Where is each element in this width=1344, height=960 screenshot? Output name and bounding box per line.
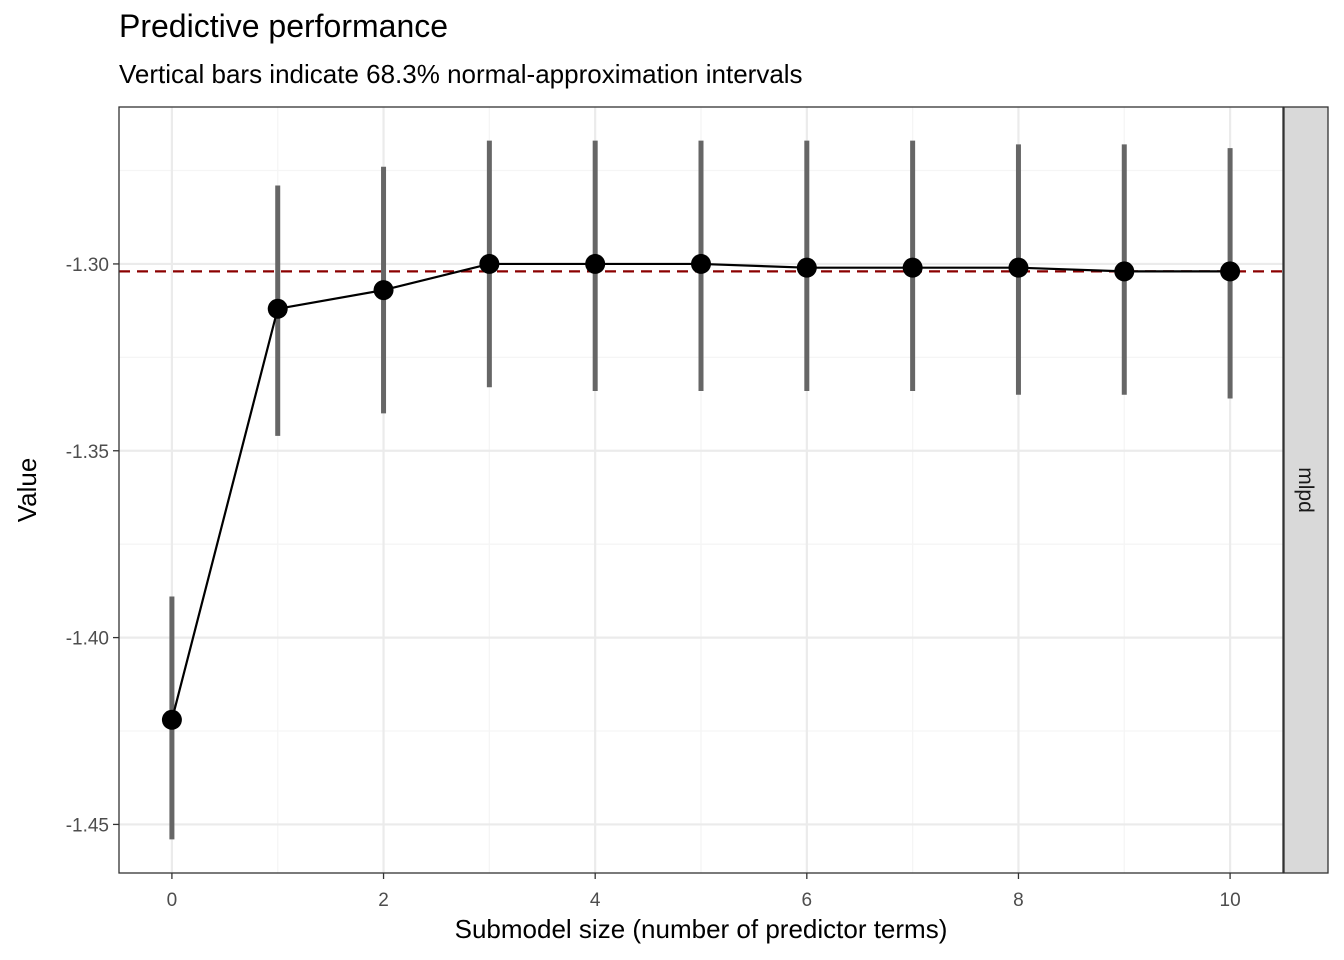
x-axis-ticks: 0 2 4 6 8 10 xyxy=(167,873,1241,911)
data-point xyxy=(1008,257,1029,278)
plot-panel-border xyxy=(118,106,1284,874)
data-points xyxy=(161,253,1241,730)
facet-strip xyxy=(1283,106,1329,874)
chart-subtitle: Vertical bars indicate 68.3% normal-appr… xyxy=(119,59,803,89)
x-tick-label: 0 xyxy=(167,890,178,911)
data-point xyxy=(902,257,923,278)
data-point xyxy=(1220,261,1241,282)
data-point xyxy=(373,280,394,301)
x-tick-label: 6 xyxy=(802,890,813,911)
data-point xyxy=(691,253,711,274)
x-tick-label: 2 xyxy=(378,890,389,911)
y-tick-label: -1.40 xyxy=(66,629,109,650)
data-point xyxy=(585,253,606,274)
chart-title: Predictive performance xyxy=(119,8,449,44)
y-axis-ticks: -1.30 -1.35 -1.40 -1.45 xyxy=(66,255,119,836)
y-tick-label: -1.30 xyxy=(66,255,109,276)
y-tick-label: -1.45 xyxy=(66,815,109,836)
facet-strip-label: mlpd xyxy=(1294,467,1317,513)
data-point xyxy=(479,253,500,274)
data-point xyxy=(161,709,182,730)
x-axis-title: Submodel size (number of predictor terms… xyxy=(455,914,948,944)
data-point xyxy=(1114,261,1135,282)
y-axis-title: Value xyxy=(12,458,42,523)
x-tick-label: 10 xyxy=(1220,890,1241,911)
data-point xyxy=(267,298,288,319)
x-tick-label: 8 xyxy=(1013,890,1024,911)
x-tick-label: 4 xyxy=(590,890,601,911)
data-point xyxy=(796,257,817,278)
y-tick-label: -1.35 xyxy=(66,442,109,463)
